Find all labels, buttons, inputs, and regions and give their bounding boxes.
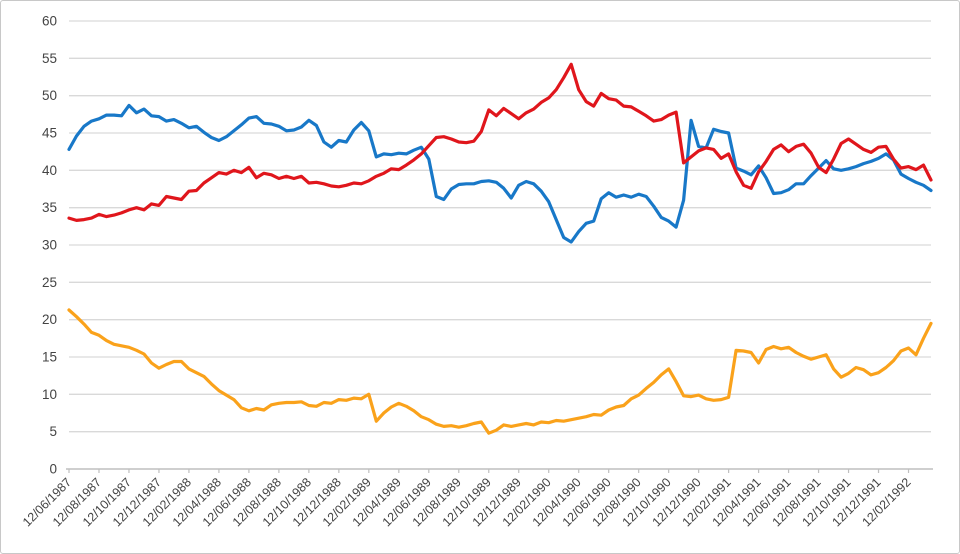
y-axis-label: 10 — [42, 387, 57, 402]
series-red-line — [67, 62, 933, 222]
series-orange-line — [67, 308, 933, 435]
series-blue-line — [67, 103, 933, 244]
y-axis-label: 0 — [49, 462, 57, 477]
y-axis-label: 5 — [49, 424, 57, 439]
y-axis-label: 35 — [42, 200, 57, 215]
y-axis-label: 30 — [42, 238, 57, 253]
y-axis-label: 25 — [42, 275, 57, 290]
y-axis-label: 45 — [42, 126, 57, 141]
y-axis-label: 50 — [42, 88, 57, 103]
y-axis-label: 15 — [42, 350, 57, 365]
y-axis-label: 40 — [42, 163, 57, 178]
y-axis-label: 55 — [42, 51, 57, 66]
y-axis-label: 60 — [42, 14, 57, 29]
y-axis-label: 20 — [42, 312, 57, 327]
